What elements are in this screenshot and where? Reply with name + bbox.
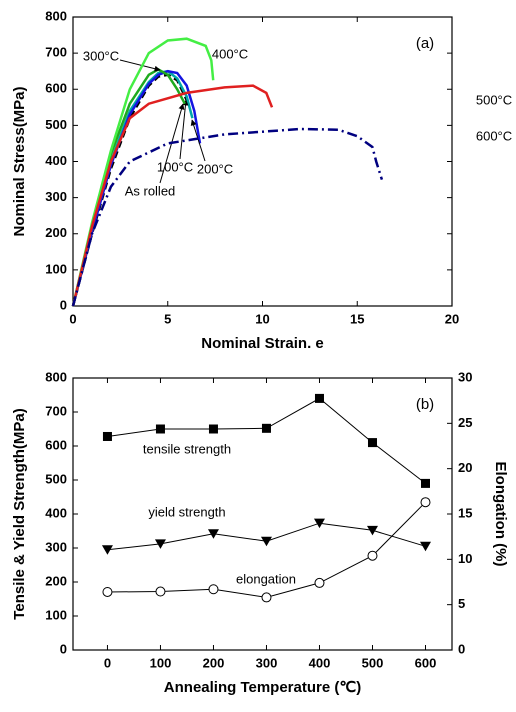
marker [102,586,113,597]
y-tick-label: 300 [45,539,67,554]
label-arrow [190,119,206,162]
plot-frame [72,377,453,651]
marker [366,525,378,536]
y-tick-label: 500 [45,471,67,486]
marker [155,424,165,434]
series-line [71,127,384,307]
curve-label: 400°C [212,46,248,61]
marker [367,550,378,561]
curve-label: 200°C [197,161,233,176]
marker [102,431,112,441]
y2-tick-label: 20 [458,460,472,475]
marker [367,438,377,448]
marker [314,393,324,403]
label-arrow [119,59,161,72]
marker [313,518,325,529]
marker [154,539,166,549]
marker [208,424,218,434]
curve-label: 600°C [476,128,512,143]
series-line [71,37,215,307]
marker [207,529,219,539]
y2-tick-label: 30 [458,369,472,384]
y-tick-label: 600 [45,437,67,452]
y-tick-label: 600 [45,81,67,96]
marker [261,592,272,603]
label-arrow [179,99,189,160]
y2-tick-label: 0 [458,641,465,656]
y-tick-label: 0 [60,641,67,656]
x-tick-label: 500 [362,655,384,670]
annotation: elongation [236,571,296,586]
x-tick-label: 600 [415,655,437,670]
x-tick-label: 300 [256,655,278,670]
y2-tick-label: 15 [458,505,472,520]
x-axis-label: Annealing Temperature (℃) [164,679,361,696]
y-tick-label: 700 [45,45,67,60]
y-tick-label: 200 [45,573,67,588]
annotation: tensile strength [143,441,231,456]
plot-frame [72,16,453,307]
x-tick-label: 200 [203,655,225,670]
curve-label: 100°C [157,159,193,174]
y-tick-label: 300 [45,189,67,204]
x-tick-label: 0 [69,311,76,326]
y2-axis-label: Elongation (%) [492,462,509,567]
marker [420,497,431,508]
y-tick-label: 800 [45,369,67,384]
x-tick-label: 10 [255,311,269,326]
marker [208,584,219,595]
y-tick-label: 200 [45,225,67,240]
marker [419,541,431,552]
x-tick-label: 400 [309,655,331,670]
y-tick-label: 400 [45,505,67,520]
marker [314,577,325,588]
y-tick-label: 100 [45,261,67,276]
x-tick-label: 15 [350,311,364,326]
marker [261,423,271,433]
y2-tick-label: 5 [458,596,465,611]
panel-label: (a) [416,35,434,52]
series-line [71,84,274,307]
x-tick-label: 0 [104,655,111,670]
x-tick-label: 20 [445,311,459,326]
y-axis-label: Tensile & Yield Strength(MPa) [11,408,28,619]
x-tick-label: 100 [150,655,172,670]
y-tick-label: 700 [45,403,67,418]
y-tick-label: 100 [45,607,67,622]
marker [101,545,113,555]
y-tick-label: 800 [45,8,67,23]
y2-tick-label: 10 [458,551,472,566]
y-tick-label: 400 [45,153,67,168]
x-tick-label: 5 [164,311,171,326]
y2-tick-label: 25 [458,415,472,430]
marker [260,536,272,547]
annotation: yield strength [148,504,225,519]
curve-label: As rolled [125,183,176,198]
y-axis-label: Nominal Stress(MPa) [11,86,28,236]
x-axis-label: Nominal Strain. e [201,335,324,352]
y-tick-label: 500 [45,117,67,132]
marker [420,478,430,488]
curve-label: 300°C [83,48,119,63]
curve-label: 500°C [476,92,512,107]
marker [155,586,166,597]
y-tick-label: 0 [60,297,67,312]
panel-label: (b) [416,396,434,413]
